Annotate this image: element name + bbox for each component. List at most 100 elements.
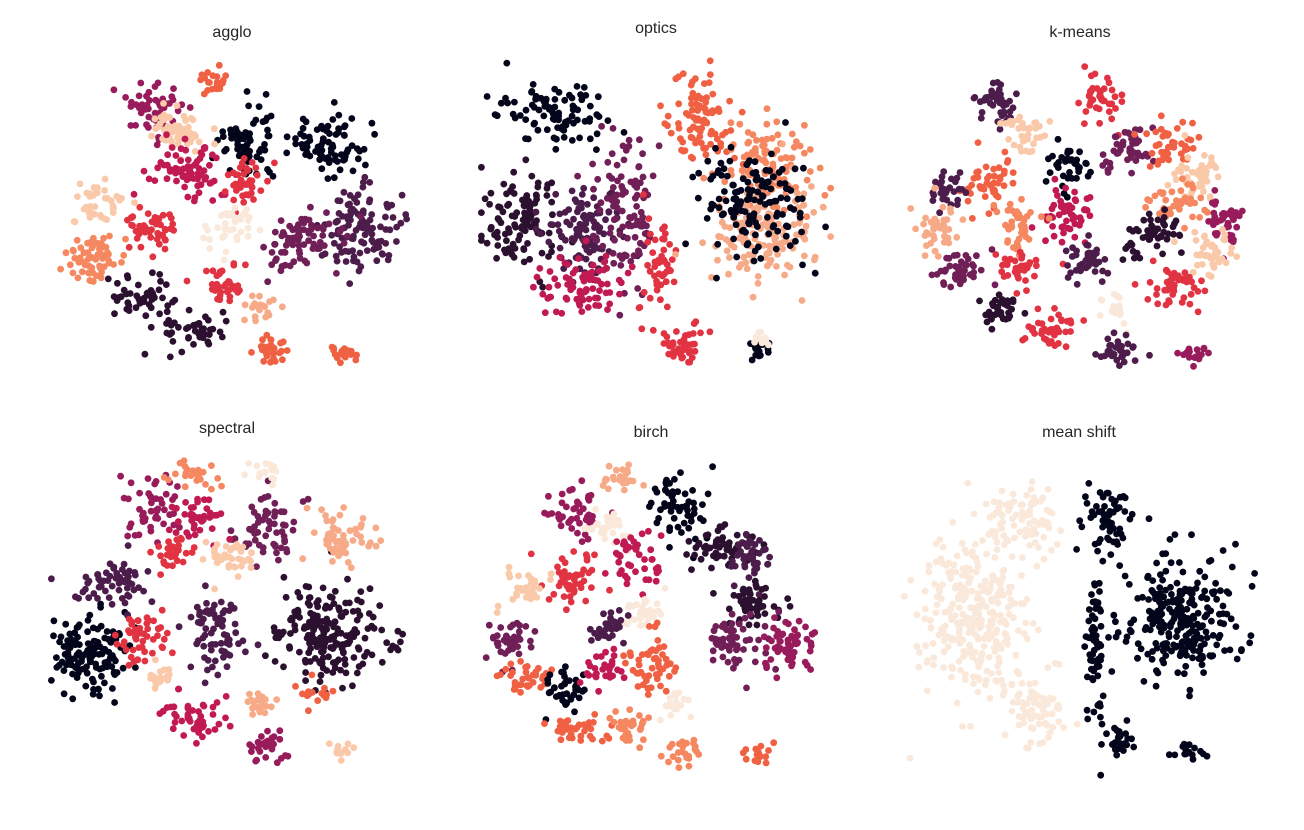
scatter-point (319, 225, 327, 233)
scatter-point (663, 303, 671, 311)
scatter-point (773, 118, 781, 126)
scatter-plot (48, 457, 406, 767)
scatter-point (124, 532, 132, 540)
scatter-point (102, 587, 109, 595)
scatter-point (762, 159, 770, 167)
scatter-point (226, 722, 234, 730)
scatter-point (718, 537, 726, 545)
cluster-points (956, 139, 1017, 222)
scatter-point (648, 556, 656, 563)
scatter-point (637, 724, 645, 732)
scatter-point (205, 78, 212, 86)
scatter-point (811, 629, 819, 636)
cluster-points (728, 530, 773, 598)
scatter-point (215, 720, 223, 728)
scatter-point (354, 596, 361, 604)
scatter-point (701, 80, 708, 87)
cluster-points (599, 461, 647, 494)
scatter-point (1172, 176, 1180, 183)
scatter-point (596, 206, 604, 214)
scatter-point (758, 182, 766, 190)
scatter-point (517, 585, 525, 592)
scatter-point (60, 690, 68, 698)
scatter-point (194, 175, 201, 183)
scatter-point (561, 96, 569, 104)
scatter-point (1123, 349, 1131, 357)
scatter-point (270, 349, 278, 357)
scatter-point (101, 194, 109, 202)
scatter-point (1015, 235, 1023, 243)
scatter-point (205, 728, 212, 735)
scatter-point (1050, 232, 1058, 240)
scatter-point (145, 490, 153, 497)
scatter-point (169, 649, 176, 657)
cluster-points (907, 184, 967, 260)
scatter-point (663, 268, 671, 275)
scatter-point (181, 183, 189, 191)
cluster-points (1092, 329, 1153, 369)
scatter-point (779, 245, 787, 253)
scatter-point (774, 250, 781, 258)
scatter-point (788, 662, 795, 670)
scatter-point (485, 621, 493, 629)
scatter-point (627, 258, 635, 265)
scatter-point (785, 650, 792, 658)
scatter-point (997, 120, 1004, 127)
scatter-point (108, 663, 116, 670)
scatter-point (211, 726, 219, 733)
scatter-point (244, 179, 252, 187)
scatter-point (561, 259, 569, 267)
cluster-points (586, 607, 632, 647)
scatter-point (349, 167, 357, 175)
scatter-point (555, 692, 563, 700)
scatter-point (196, 618, 204, 626)
cluster-points (1131, 257, 1209, 316)
scatter-point (615, 607, 623, 614)
scatter-point (647, 647, 654, 655)
scatter-point (970, 175, 978, 182)
scatter-point (1152, 142, 1160, 150)
scatter-point (347, 564, 355, 572)
scatter-point (516, 622, 523, 629)
scatter-point (807, 666, 814, 673)
scatter-point (1041, 132, 1049, 139)
scatter-point (187, 169, 195, 177)
scatter-point (266, 168, 273, 176)
scatter-point (330, 99, 338, 106)
scatter-point (1165, 281, 1173, 289)
scatter-point (75, 649, 83, 657)
scatter-point (1118, 98, 1126, 105)
scatter-point (1194, 308, 1202, 316)
cluster-points (1096, 290, 1131, 337)
scatter-point (494, 234, 501, 241)
scatter-point (1154, 216, 1162, 224)
scatter-point (645, 527, 652, 535)
scatter-point (655, 567, 662, 575)
scatter-point (728, 626, 736, 633)
scatter-point (214, 224, 222, 232)
scatter-point (598, 737, 606, 745)
scatter-point (1213, 231, 1220, 239)
scatter-point (1009, 244, 1017, 251)
scatter-point (700, 174, 708, 182)
scatter-point (530, 120, 538, 128)
scatter-point (1024, 135, 1031, 143)
scatter-point (653, 286, 661, 294)
scatter-point (1013, 290, 1021, 297)
scatter-point (697, 555, 705, 563)
cluster-points (117, 471, 183, 547)
scatter-point (746, 537, 753, 545)
scatter-point (956, 280, 964, 288)
scatter-point (261, 141, 268, 148)
cluster-points (620, 584, 669, 629)
scatter-point (1122, 331, 1130, 339)
scatter-point (796, 142, 804, 150)
scatter-point (337, 612, 345, 620)
scatter-point (568, 137, 576, 144)
scatter-point (738, 108, 746, 116)
scatter-point (708, 274, 715, 281)
scatter-point (1072, 197, 1080, 205)
scatter-point (206, 179, 214, 187)
scatter-point (1214, 173, 1222, 181)
scatter-point (201, 144, 209, 151)
